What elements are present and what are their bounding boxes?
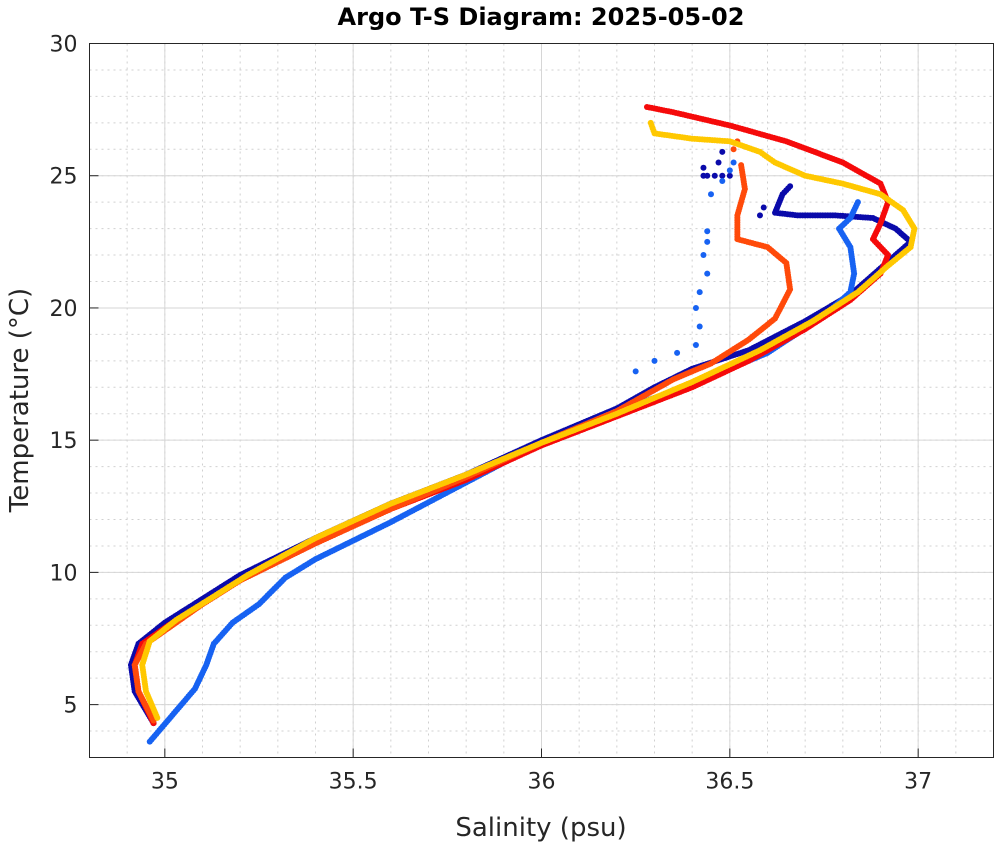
data-point xyxy=(738,162,745,169)
profile-yellow xyxy=(139,119,918,721)
data-point xyxy=(726,167,733,174)
data-point xyxy=(719,172,726,179)
data-point xyxy=(730,146,737,153)
data-point xyxy=(704,228,711,235)
data-point xyxy=(760,204,767,211)
data-point xyxy=(704,172,711,179)
data-point xyxy=(696,323,703,330)
data-points xyxy=(127,103,918,745)
data-point xyxy=(711,172,718,179)
data-point xyxy=(692,341,699,348)
data-point xyxy=(674,349,681,356)
y-axis-label: Temperature (°C) xyxy=(5,288,35,513)
data-point xyxy=(647,119,654,126)
data-point xyxy=(719,148,726,155)
x-tick-label: 37 xyxy=(904,770,932,795)
data-point xyxy=(700,252,707,259)
data-point xyxy=(756,212,763,219)
data-point xyxy=(651,357,658,364)
y-tick-label: 25 xyxy=(50,165,78,190)
profile-orange xyxy=(131,138,794,724)
y-tick-label: 15 xyxy=(50,429,78,454)
data-point xyxy=(692,304,699,311)
chart-title: Argo T-S Diagram: 2025-05-02 xyxy=(338,3,745,31)
data-point xyxy=(726,172,733,179)
data-point xyxy=(696,289,703,296)
data-point xyxy=(704,270,711,277)
data-point xyxy=(708,191,714,198)
profile-dark-blue xyxy=(127,148,914,727)
x-axis-label: Salinity (psu) xyxy=(455,813,626,843)
grid xyxy=(89,43,994,758)
x-tick-label: 36.5 xyxy=(705,770,754,795)
data-point xyxy=(643,103,650,110)
ticks: 35 35.5 36 36.5 37 5 10 15 20 25 30 xyxy=(50,33,933,795)
data-point xyxy=(730,159,737,166)
y-tick-label: 5 xyxy=(64,694,78,719)
y-tick-label: 30 xyxy=(50,33,78,58)
data-point xyxy=(632,368,639,375)
y-tick-label: 20 xyxy=(50,297,78,322)
data-point xyxy=(700,164,707,171)
profile-red xyxy=(131,103,892,727)
y-tick-label: 10 xyxy=(50,561,78,586)
x-tick-label: 36 xyxy=(528,770,556,795)
data-point xyxy=(704,238,711,245)
data-point xyxy=(715,159,722,166)
data-point xyxy=(787,183,794,190)
x-tick-label: 35.5 xyxy=(329,770,378,795)
data-point xyxy=(719,178,726,185)
data-point xyxy=(854,199,861,206)
x-tick-label: 35 xyxy=(151,770,179,795)
